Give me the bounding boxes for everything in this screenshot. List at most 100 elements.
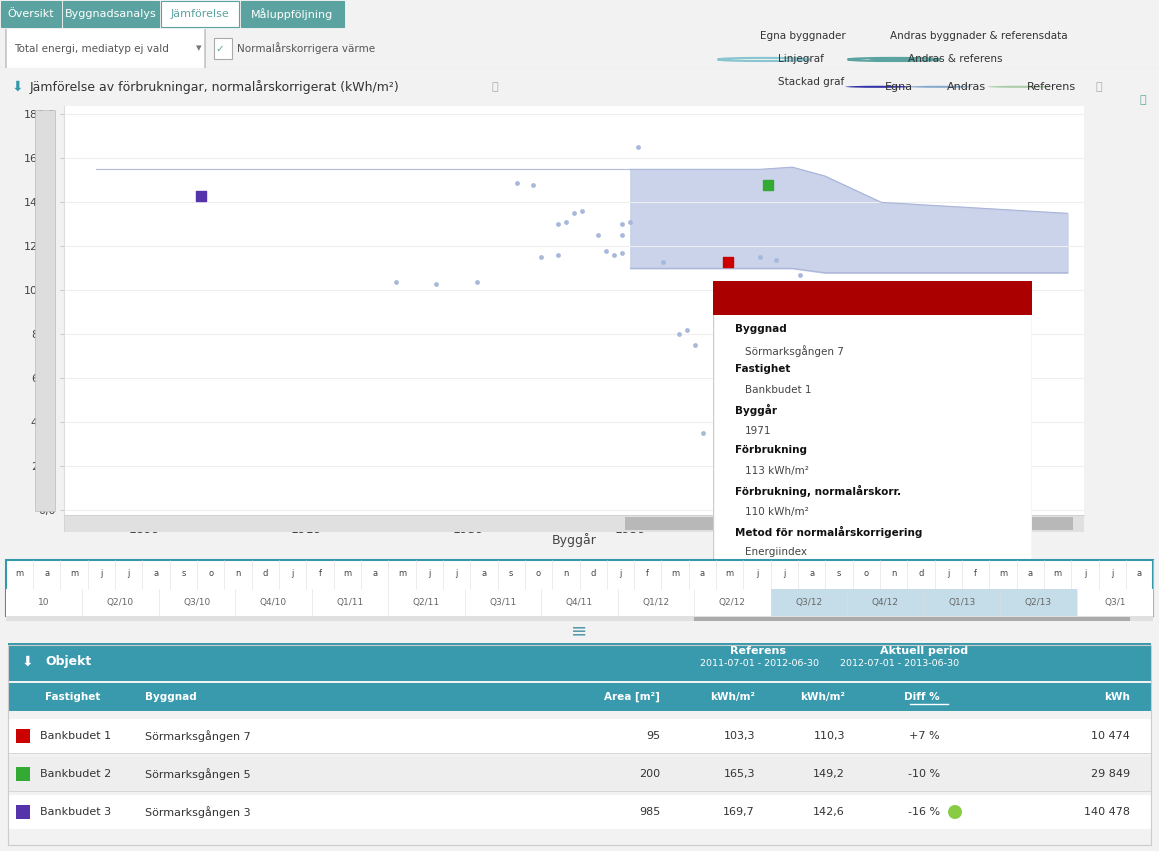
Circle shape [868, 59, 919, 60]
Point [767, 253, 786, 266]
Text: Förbrukning, normalårskorr.: Förbrukning, normalårskorr. [735, 485, 902, 497]
Text: m: m [671, 569, 679, 579]
FancyBboxPatch shape [6, 0, 205, 141]
Bar [713, 281, 1032, 315]
Text: Q2/10: Q2/10 [107, 598, 134, 608]
Bar [694, 589, 771, 616]
Text: d: d [590, 569, 596, 579]
Text: 149,2: 149,2 [814, 769, 845, 779]
Text: j: j [756, 569, 758, 579]
Text: +7 %: +7 % [910, 731, 940, 741]
Text: d: d [263, 569, 268, 579]
Bar [8, 757, 1151, 791]
Text: m: m [15, 569, 23, 579]
Text: Översikt: Översikt [8, 9, 54, 19]
Text: o: o [863, 569, 869, 579]
Text: o: o [535, 569, 541, 579]
Point [467, 275, 486, 288]
Text: Egna byggnader: Egna byggnader [760, 31, 846, 41]
Text: Q1/13: Q1/13 [948, 598, 976, 608]
Text: Sörmarksgången 3: Sörmarksgången 3 [145, 806, 250, 818]
Text: 169,7: 169,7 [723, 807, 755, 817]
Text: s: s [509, 569, 513, 579]
Text: m: m [726, 569, 734, 579]
Bar [35, 110, 56, 511]
Point [613, 246, 632, 260]
Text: Q2/11: Q2/11 [413, 598, 440, 608]
Bar [625, 517, 1073, 530]
Text: ⬇: ⬇ [22, 655, 34, 669]
Text: j: j [127, 569, 130, 579]
Bar [8, 719, 1151, 753]
Text: Bankbudet 2: Bankbudet 2 [41, 769, 111, 779]
Point [613, 229, 632, 243]
Bar [618, 589, 694, 616]
Bar [465, 589, 541, 616]
Text: Byggår: Byggår [552, 533, 596, 546]
Text: ⬇: ⬇ [12, 80, 23, 94]
Text: j: j [100, 569, 103, 579]
Text: Fastighet: Fastighet [735, 364, 790, 374]
Text: a: a [1028, 569, 1033, 579]
Text: Sörmarksgången 7: Sörmarksgången 7 [745, 345, 844, 357]
Point [792, 268, 810, 282]
Text: m: m [70, 569, 78, 579]
Bar [8, 683, 1151, 711]
Text: Q4/12: Q4/12 [872, 598, 899, 608]
Text: a: a [372, 569, 377, 579]
Text: Byggår: Byggår [735, 404, 777, 416]
Text: 2011-07-01 - 2012-06-30: 2011-07-01 - 2012-06-30 [700, 660, 819, 668]
Text: 95: 95 [646, 731, 659, 741]
Text: Andras byggnader & referensdata: Andras byggnader & referensdata [890, 31, 1067, 41]
Text: Jämförelse: Jämförelse [170, 9, 229, 19]
Text: j: j [455, 569, 458, 579]
Text: Q1/12: Q1/12 [642, 598, 670, 608]
Text: 10: 10 [38, 598, 50, 608]
Bar [1, 1, 61, 27]
Text: 1971: 1971 [745, 426, 771, 436]
Bar [771, 589, 847, 616]
Text: 113 kWh/m²: 113 kWh/m² [745, 466, 809, 477]
Bar [214, 37, 232, 60]
Text: Egna: Egna [885, 82, 913, 92]
Text: Andras & referens: Andras & referens [907, 54, 1003, 65]
Text: ▾: ▾ [196, 43, 202, 54]
Point [192, 189, 211, 203]
Text: j: j [1084, 569, 1086, 579]
Text: Q3/11: Q3/11 [489, 598, 517, 608]
Text: Q4/10: Q4/10 [260, 598, 287, 608]
Point [556, 215, 575, 229]
Text: kWh/m²: kWh/m² [800, 692, 845, 702]
Point [670, 328, 688, 341]
Text: -10 %: -10 % [907, 769, 940, 779]
Point [710, 350, 729, 363]
Text: Q2/12: Q2/12 [719, 598, 746, 608]
Text: 165,3: 165,3 [723, 769, 755, 779]
Text: j: j [291, 569, 294, 579]
Bar [8, 643, 1151, 681]
Text: j: j [428, 569, 430, 579]
Point [427, 277, 445, 290]
Text: 🔍: 🔍 [1140, 95, 1146, 105]
Point [548, 248, 567, 262]
Text: m: m [343, 569, 351, 579]
Bar [16, 805, 30, 819]
Text: f: f [319, 569, 321, 579]
Text: -16 %: -16 % [907, 807, 940, 817]
Text: Byggnad: Byggnad [145, 692, 197, 702]
Text: Sörmarksgången 5: Sörmarksgången 5 [145, 768, 250, 780]
Bar [1000, 589, 1077, 616]
Text: Måluppföljning: Måluppföljning [252, 8, 334, 20]
Point [621, 215, 640, 229]
Bar [63, 1, 159, 27]
Text: 110,3: 110,3 [814, 731, 845, 741]
Text: 110 kWh/m²: 110 kWh/m² [745, 506, 809, 517]
Text: a: a [481, 569, 487, 579]
Text: 200: 200 [639, 769, 659, 779]
Text: ⓘ: ⓘ [1095, 82, 1101, 92]
Text: o: o [209, 569, 213, 579]
Text: s: s [837, 569, 841, 579]
Bar [241, 1, 344, 27]
Bar [16, 729, 30, 743]
Point [386, 275, 404, 288]
